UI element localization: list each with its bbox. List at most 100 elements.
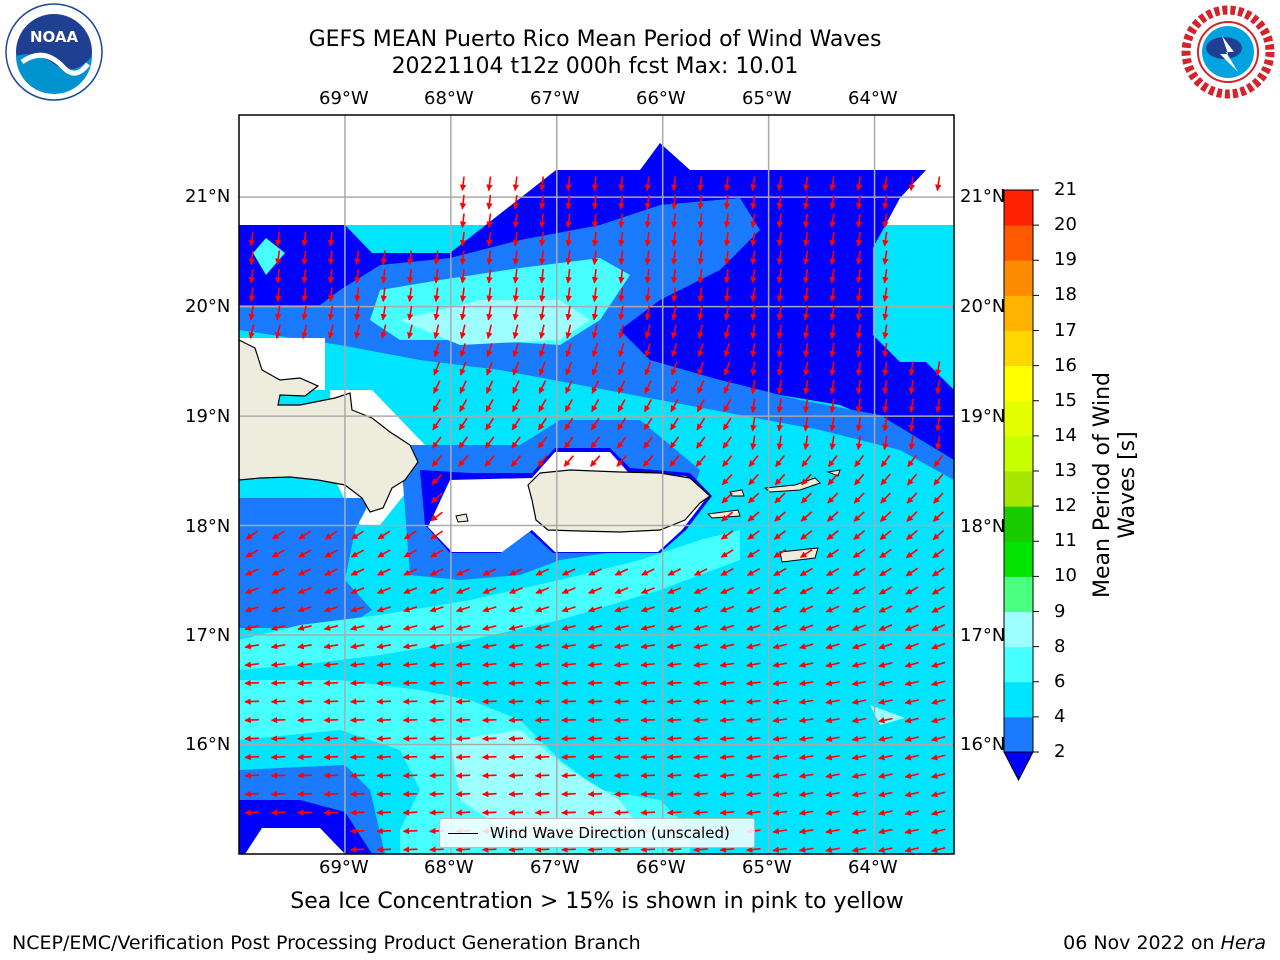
wind-wave-arrow xyxy=(827,492,839,504)
wind-wave-arrow xyxy=(429,624,444,631)
wind-wave-arrow xyxy=(616,436,627,449)
wind-wave-arrow xyxy=(693,772,708,779)
wind-wave-arrow xyxy=(798,791,814,798)
wind-wave-arrow xyxy=(590,417,600,431)
wind-wave-arrow xyxy=(723,305,731,321)
wind-wave-arrow xyxy=(275,305,282,321)
wind-wave-arrow xyxy=(829,250,836,266)
wind-wave-arrow xyxy=(798,772,814,779)
wind-wave-arrow xyxy=(244,809,260,816)
sea-ice-note: Sea Ice Concentration > 15% is shown in … xyxy=(290,889,904,914)
wind-wave-arrow xyxy=(906,492,918,504)
wind-wave-arrow xyxy=(719,698,735,705)
wind-wave-arrow xyxy=(693,698,708,705)
wind-wave-arrow xyxy=(511,398,521,413)
wind-wave-arrow xyxy=(644,343,651,358)
wind-wave-arrow xyxy=(539,194,546,210)
wind-wave-arrow xyxy=(644,176,652,192)
wind-wave-arrow xyxy=(723,361,731,376)
wind-wave-arrow xyxy=(591,287,599,303)
wind-wave-arrow xyxy=(904,661,919,668)
wind-wave-arrow xyxy=(697,380,705,394)
lat-label-left-18n: 18°N xyxy=(185,516,231,537)
wind-wave-arrow xyxy=(323,606,339,613)
wind-wave-arrow xyxy=(481,716,497,724)
wind-wave-arrow xyxy=(878,680,893,687)
wind-wave-arrow xyxy=(512,194,520,210)
wind-wave-arrow xyxy=(512,176,520,192)
wind-wave-arrow xyxy=(323,735,339,742)
wind-wave-arrow xyxy=(270,643,286,650)
wind-wave-arrow xyxy=(772,624,787,631)
wind-wave-arrow xyxy=(431,473,443,486)
wind-wave-arrow xyxy=(640,661,656,668)
wind-wave-arrow xyxy=(376,772,392,779)
wind-wave-arrow xyxy=(377,530,391,540)
wind-wave-arrow xyxy=(803,231,810,247)
wind-wave-arrow xyxy=(244,753,260,761)
wind-wave-arrow xyxy=(349,735,365,742)
wind-wave-arrow xyxy=(275,287,282,303)
wind-wave-arrow xyxy=(591,361,599,376)
wind-wave-arrow xyxy=(720,605,735,613)
wind-wave-arrow xyxy=(482,587,497,594)
wind-wave-arrow xyxy=(906,473,918,486)
wind-wave-arrow xyxy=(855,379,863,395)
wind-wave-arrow xyxy=(402,679,418,687)
wind-wave-arrow xyxy=(882,379,889,395)
wind-wave-arrow xyxy=(270,809,286,816)
wind-wave-arrow xyxy=(323,698,339,705)
wind-wave-arrow xyxy=(855,398,863,414)
wind-wave-arrow xyxy=(644,305,651,321)
wind-wave-arrow xyxy=(613,716,629,724)
wind-wave-arrow xyxy=(776,342,783,358)
colorbar-tick-label: 19 xyxy=(1054,249,1077,271)
wind-wave-arrow xyxy=(613,679,629,687)
wind-wave-arrow xyxy=(800,511,813,522)
wind-wave-arrow xyxy=(613,790,629,798)
wind-wave-arrow xyxy=(800,492,812,504)
wind-wave-arrow xyxy=(564,417,574,431)
wind-wave-arrow xyxy=(613,772,629,779)
wind-wave-arrow xyxy=(829,194,836,210)
wind-wave-arrow xyxy=(565,343,572,358)
wind-wave-arrow xyxy=(697,305,704,321)
wind-wave-arrow xyxy=(671,305,678,321)
wind-wave-arrow xyxy=(327,324,335,339)
wind-wave-arrow xyxy=(455,753,471,761)
wind-wave-arrow xyxy=(565,361,573,376)
wind-wave-arrow xyxy=(932,567,945,577)
wind-wave-arrow xyxy=(693,679,708,687)
wind-wave-arrow xyxy=(776,250,783,266)
wind-wave-arrow xyxy=(486,287,493,303)
wind-wave-arrow xyxy=(431,436,442,449)
wind-wave-arrow xyxy=(825,661,840,668)
wind-wave-arrow xyxy=(799,605,814,613)
wind-wave-arrow xyxy=(275,250,282,266)
wind-wave-arrow xyxy=(719,735,735,742)
wind-wave-arrow xyxy=(882,398,889,414)
wind-wave-arrow xyxy=(798,661,814,668)
colorbar-tick-label: 15 xyxy=(1054,389,1077,411)
wind-wave-arrow xyxy=(455,790,471,798)
wind-wave-arrow xyxy=(244,698,260,705)
wind-wave-arrow xyxy=(667,568,682,576)
lat-label-left-16n: 16°N xyxy=(185,734,231,755)
wind-wave-arrow xyxy=(271,606,286,613)
wind-wave-arrow xyxy=(878,586,893,595)
wind-wave-arrow xyxy=(696,417,706,431)
wind-wave-arrow xyxy=(878,809,893,816)
wind-wave-arrow xyxy=(537,417,547,431)
wind-wave-arrow xyxy=(376,643,392,650)
wind-wave-arrow xyxy=(587,716,603,724)
wind-wave-arrow xyxy=(855,305,863,321)
wind-wave-arrow xyxy=(855,194,863,210)
wind-wave-arrow xyxy=(747,492,760,504)
wind-wave-arrow xyxy=(244,643,260,650)
wind-wave-arrow xyxy=(747,549,760,558)
wind-wave-arrow xyxy=(855,250,863,266)
footer-date-text: 06 Nov 2022 on xyxy=(1063,932,1221,954)
wind-wave-arrow xyxy=(534,753,550,761)
wind-wave-arrow xyxy=(587,679,603,687)
wind-wave-arrow xyxy=(587,606,603,613)
